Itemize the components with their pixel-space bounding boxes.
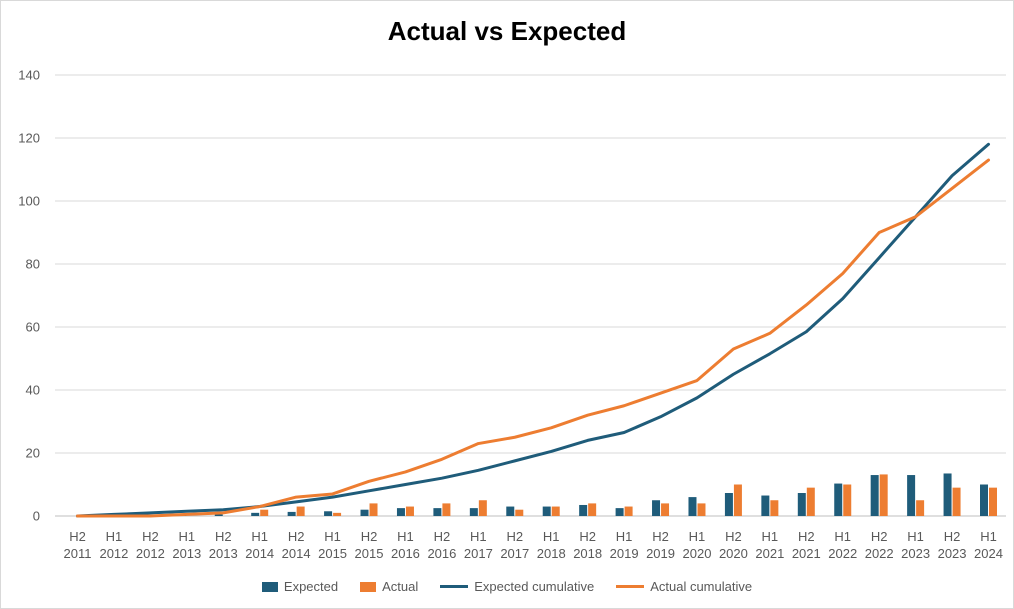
y-tick-label: 0 [33,509,40,524]
chart-title: Actual vs Expected [387,16,627,46]
bar-actual [989,487,997,516]
legend-item-actual-cumulative: Actual cumulative [616,579,752,594]
x-tick-label: H2 2018 [573,529,602,561]
line-expected-cumulative [76,142,990,518]
bar-expected [506,506,515,516]
legend-item-actual: Actual [360,579,418,594]
x-tick-label: H1 2019 [610,529,639,561]
bar-actual [551,506,560,516]
bar-expected [433,508,442,516]
bar-expected [469,508,478,516]
legend-label-actual-cumulative: Actual cumulative [650,579,753,594]
bar-actual [296,506,305,516]
bar-expected [943,473,952,516]
x-tick-label: H2 2020 [719,529,748,561]
bar-actual [624,506,633,516]
bar-expected [797,493,806,516]
bar-actual [478,500,487,516]
bar-actual [405,506,414,516]
legend-label-expected-cumulative: Expected cumulative [474,579,595,594]
bar-actual [952,487,961,516]
bar-expected [214,514,223,516]
bar-expected [615,508,624,516]
y-tick-label: 60 [26,320,40,335]
x-tick-label: H2 2011 [64,529,92,561]
bar-actual [588,503,597,516]
bar-expected [834,483,843,516]
x-tick-label: H2 2015 [355,529,384,561]
bar-expected [324,511,333,516]
x-tick-label: H2 2012 [136,529,165,561]
bar-actual [770,500,779,516]
legend-item-expected-cumulative: Expected cumulative [440,579,594,594]
x-tick-label: H2 2017 [500,529,529,561]
y-tick-label: 20 [26,446,40,461]
bar-actual [733,484,742,516]
bar-actual [843,484,852,516]
x-tick-label: H1 2018 [537,529,566,561]
bar-actual [661,503,670,516]
x-tick-label: H2 2021 [792,529,821,561]
bar-expected [396,508,405,516]
x-tick-label: H1 2015 [318,529,347,561]
x-tick-label: H2 2014 [282,529,311,561]
bar-actual [879,474,888,516]
x-tick-label: H1 2024 [974,529,1003,561]
bar-expected [688,497,697,516]
x-tick-label: H1 2017 [464,529,493,561]
legend-label-actual: Actual [382,579,419,594]
legend-swatch-actual-cumulative [616,585,645,588]
x-tick-label: H1 2023 [901,529,930,561]
legend-item-expected: Expected [261,579,339,594]
x-tick-label: H1 2022 [828,529,857,561]
bar-actual [260,509,269,516]
x-tick-label: H2 2019 [646,529,675,561]
x-tick-label: H1 2021 [755,529,784,561]
bar-expected [724,493,733,516]
x-tick-label: H2 2016 [427,529,456,561]
y-tick-label: 140 [18,68,40,83]
y-tick-label: 120 [18,131,40,146]
bar-expected [761,495,770,516]
bar-actual [369,503,378,516]
bar-actual [806,487,815,516]
y-tick-label: 80 [26,257,40,272]
x-tick-label: H2 2023 [938,529,967,561]
bar-expected [579,504,588,516]
y-tick-label: 40 [26,383,40,398]
bar-expected [870,475,879,516]
bar-actual [442,503,451,516]
bar-expected [287,511,296,516]
bar-expected [980,484,988,516]
x-tick-label: H2 2013 [209,529,238,561]
legend-swatch-actual [360,581,377,592]
x-tick-label: H1 2016 [391,529,420,561]
bar-actual [333,512,342,516]
legend-swatch-expected [261,581,278,592]
x-tick-label: H2 2022 [865,529,894,561]
x-tick-label: H1 2014 [245,529,274,561]
legend-label-expected: Expected [283,579,339,594]
bar-expected [542,506,551,516]
bar-actual [916,500,925,516]
y-tick-label: 100 [18,194,40,209]
x-tick-label: H1 2012 [99,529,128,561]
bar-actual [697,503,706,516]
bar-expected [251,512,260,516]
bar-expected [360,509,369,516]
bar-expected [907,475,916,516]
legend-swatch-expected-cumulative [440,585,469,588]
line-actual-cumulative [76,158,990,518]
x-tick-label: H1 2013 [172,529,201,561]
chart-legend: Expected Actual Expected cumulative Actu… [0,579,1014,594]
x-tick-label: H1 2020 [683,529,712,561]
bar-expected [652,500,661,516]
bar-actual [515,509,524,516]
